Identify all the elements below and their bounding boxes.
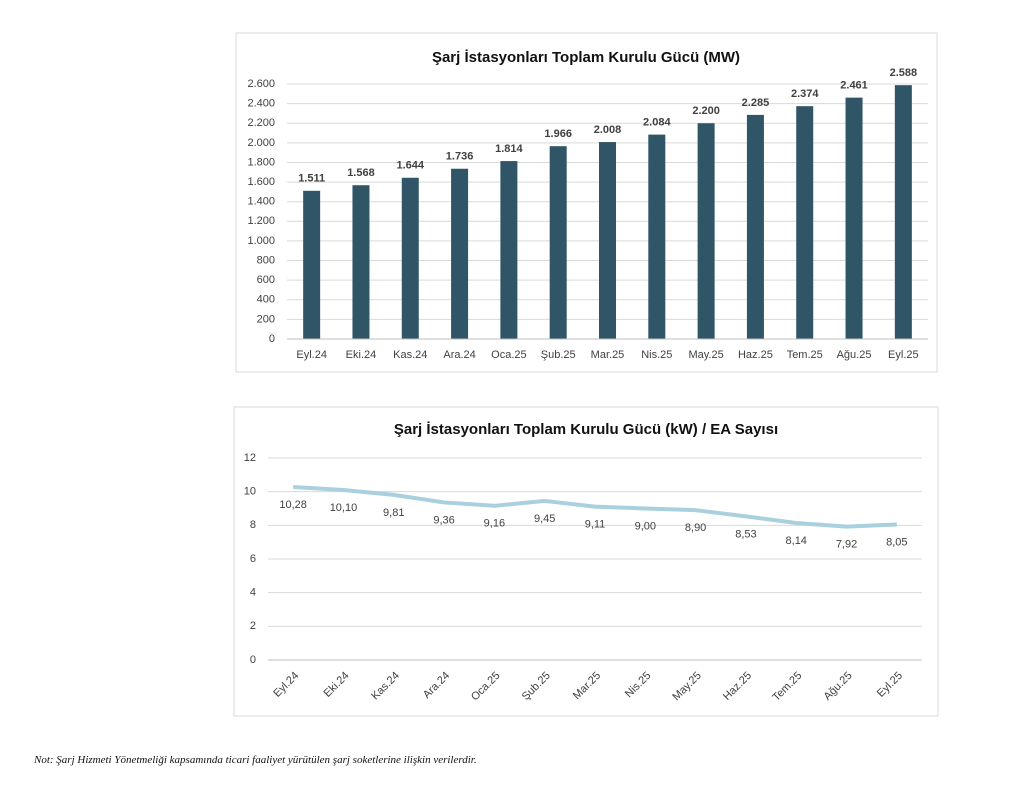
value-label: 8,90 [685, 522, 706, 534]
x-tick-label: Eyl.24 [296, 349, 327, 361]
y-tick-label: 4 [250, 587, 256, 599]
bar [697, 123, 715, 339]
bar [451, 168, 469, 339]
y-tick-label: 600 [257, 274, 275, 286]
value-label: 8,14 [786, 535, 807, 547]
x-tick-label: Oca.25 [491, 349, 526, 361]
value-label: 2.008 [594, 124, 622, 136]
y-tick-label: 0 [269, 333, 275, 345]
note: Not: Şarj Hizmeti Yönetmeliği kapsamında… [34, 754, 477, 766]
y-tick-label: 0 [250, 654, 256, 666]
chart-title: Şarj İstasyonları Toplam Kurulu Gücü (MW… [432, 49, 740, 66]
value-label: 9,16 [484, 518, 505, 530]
value-label: 1.568 [347, 167, 375, 179]
bar [894, 85, 912, 339]
bar [796, 106, 814, 340]
y-tick-label: 6 [250, 553, 256, 565]
bar [746, 114, 764, 340]
value-label: 2.374 [791, 88, 819, 100]
value-label: 9,45 [534, 513, 555, 525]
y-tick-label: 2.000 [247, 137, 275, 149]
value-label: 1.814 [495, 143, 523, 155]
y-tick-label: 1.800 [247, 156, 275, 168]
value-label: 9,00 [635, 520, 656, 532]
value-label: 1.511 [298, 173, 325, 185]
value-label: 1.644 [397, 160, 425, 172]
value-label: 2.200 [692, 105, 720, 117]
bar [303, 190, 321, 339]
y-tick-label: 2 [250, 620, 256, 632]
y-tick-label: 200 [257, 313, 275, 325]
bar [549, 146, 567, 339]
x-tick-label: Ara.24 [443, 349, 475, 361]
bar [599, 142, 616, 339]
y-tick-label: 12 [244, 452, 256, 464]
x-tick-label: Şub.25 [541, 349, 576, 361]
y-tick-label: 1.600 [247, 176, 275, 188]
y-tick-label: 1.000 [247, 235, 275, 247]
bar [845, 97, 863, 339]
y-tick-label: 800 [257, 254, 275, 266]
x-tick-label: Nis.25 [641, 349, 672, 361]
value-label: 9,11 [585, 519, 606, 531]
value-label: 9,36 [433, 514, 454, 526]
x-tick-label: Ağu.25 [837, 349, 872, 361]
y-tick-label: 2.600 [247, 78, 275, 90]
value-label: 10,10 [330, 502, 358, 514]
bar [352, 185, 370, 339]
line [293, 484, 897, 529]
x-tick-label: Kas.24 [393, 349, 427, 361]
y-tick-label: 2.400 [247, 98, 275, 110]
value-label: 2.084 [643, 117, 671, 129]
value-label: 8,05 [886, 536, 907, 548]
y-tick-label: 10 [244, 486, 256, 498]
value-label: 8,53 [735, 528, 756, 540]
y-tick-label: 400 [257, 294, 275, 306]
y-tick-label: 2.200 [247, 117, 275, 129]
y-tick-label: 1.200 [247, 215, 275, 227]
value-label: 2.588 [890, 67, 918, 79]
bar [401, 177, 419, 339]
value-label: 1.736 [446, 151, 474, 163]
value-label: 7,92 [836, 539, 857, 551]
x-tick-label: Mar.25 [591, 349, 625, 361]
y-tick-label: 8 [250, 519, 256, 531]
x-tick-label: Haz.25 [738, 349, 773, 361]
x-tick-label: May.25 [688, 349, 723, 361]
bar [648, 134, 666, 339]
x-tick-label: Tem.25 [787, 349, 823, 361]
y-tick-label: 1.400 [247, 196, 275, 208]
value-label: 2.285 [742, 97, 770, 109]
value-label: 9,81 [383, 507, 404, 519]
chart-frame [233, 406, 939, 717]
bar [500, 161, 518, 339]
value-label: 10,28 [279, 499, 307, 511]
value-label: 1.966 [544, 128, 572, 140]
x-tick-label: Eyl.25 [888, 349, 919, 361]
value-label: 2.461 [840, 80, 868, 92]
x-tick-label: Eki.24 [346, 349, 377, 361]
chart-title: Şarj İstasyonları Toplam Kurulu Gücü (kW… [394, 421, 778, 438]
